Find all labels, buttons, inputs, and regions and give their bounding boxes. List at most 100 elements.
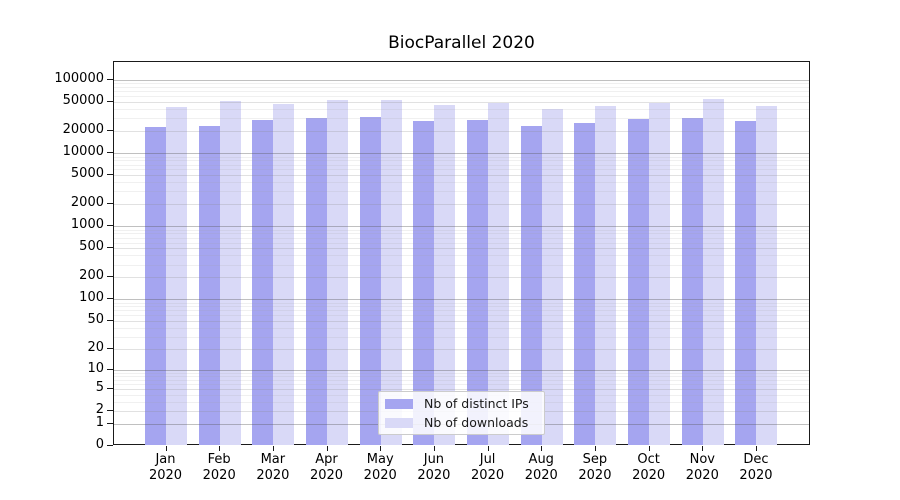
bar-downloads-nov: [702, 98, 724, 445]
x-label-month: Jun: [423, 452, 445, 467]
gridline-10000: [114, 153, 809, 155]
x-axis-label-aug: Aug 2020: [509, 452, 573, 484]
bar-distinct-ips-jan: [145, 126, 166, 445]
y-axis-tick-100000: [107, 79, 113, 80]
bar-downloads-may: [380, 100, 402, 445]
bar-downloads-jan: [166, 107, 187, 445]
gridline-60000: [114, 96, 809, 98]
bar-downloads-aug: [541, 109, 563, 445]
x-label-year: 2020: [632, 468, 666, 483]
x-label-year: 2020: [739, 468, 773, 483]
downloads-swatch-icon: [385, 417, 413, 428]
gridline-5000: [114, 175, 809, 177]
x-label-month: Feb: [207, 452, 231, 467]
x-axis-label-sep: Sep 2020: [563, 452, 627, 484]
bar-distinct-ips-nov: [681, 117, 703, 445]
gridline-5: [114, 389, 809, 391]
x-axis-tick-nov: [702, 446, 704, 451]
x-axis-tick-oct: [648, 446, 650, 451]
x-axis-tick-dec: [755, 446, 757, 451]
y-axis-tick-1: [107, 422, 113, 424]
y-axis-label-5: 5: [95, 380, 104, 396]
y-axis-label-10000: 10000: [62, 144, 104, 160]
x-axis-label-apr: Apr 2020: [295, 452, 359, 484]
x-label-month: Jan: [155, 452, 176, 467]
gridline-80000: [114, 87, 809, 89]
gridline-100000: [114, 80, 809, 81]
gridline-400: [114, 255, 809, 257]
legend: Nb of distinct IPs Nb of downloads: [378, 391, 545, 435]
x-axis-label-jun: Jun 2020: [402, 452, 466, 484]
x-axis-tick-jun: [433, 446, 435, 451]
y-axis-tick-10000: [107, 152, 113, 154]
y-axis-tick-10: [107, 368, 113, 370]
gridline-600: [114, 242, 809, 244]
bar-downloads-apr: [327, 100, 349, 445]
x-axis-tick-jul: [487, 446, 489, 451]
x-axis-label-jul: Jul 2020: [456, 452, 520, 484]
y-axis-tick-50000: [107, 101, 113, 103]
gridline-700: [114, 237, 809, 239]
x-label-year: 2020: [309, 468, 344, 483]
gridline-40000: [114, 109, 809, 111]
y-axis-tick-2000: [107, 203, 113, 205]
gridline-50: [114, 321, 809, 322]
y-axis-tick-1000: [107, 225, 113, 227]
gridline-100: [114, 299, 809, 301]
gridline-70000: [114, 91, 809, 93]
gridline-10: [114, 369, 809, 371]
x-label-month: Mar: [260, 452, 286, 467]
y-axis-label-100: 100: [79, 290, 104, 306]
plot-area: [113, 61, 810, 445]
legend-item-distinct-ips: Nb of distinct IPs: [385, 395, 536, 411]
gridline-800: [114, 233, 809, 235]
gridline-8: [114, 376, 809, 378]
x-axis-label-dec: Dec 2020: [724, 452, 788, 484]
gridline-9000: [114, 156, 809, 158]
bar-distinct-ips-jun: [413, 121, 435, 445]
chart-title: BiocParallel 2020: [388, 33, 535, 53]
bar-distinct-ips-sep: [574, 123, 596, 445]
x-label-year: 2020: [417, 468, 451, 483]
y-axis-label-2000: 2000: [70, 195, 104, 211]
bar-distinct-ips-mar: [252, 120, 274, 445]
y-axis-label-10: 10: [87, 360, 104, 376]
y-axis-label-5000: 5000: [70, 166, 104, 182]
bar-distinct-ips-oct: [628, 118, 650, 445]
y-axis-label-50: 50: [87, 312, 104, 327]
x-label-year: 2020: [685, 468, 719, 483]
gridline-40: [114, 327, 809, 329]
x-axis-tick-sep: [594, 446, 596, 451]
gridline-20: [114, 349, 809, 351]
legend-label-downloads: Nb of downloads: [424, 414, 529, 430]
bar-distinct-ips-apr: [306, 117, 328, 445]
y-axis-label-1000: 1000: [70, 217, 104, 233]
y-axis-tick-20: [107, 348, 113, 350]
gridline-90: [114, 302, 809, 304]
bar-distinct-ips-jul: [467, 120, 489, 445]
y-axis-tick-20000: [107, 130, 113, 132]
legend-label-distinct-ips: Nb of distinct IPs: [424, 395, 529, 411]
y-axis-tick-50: [107, 320, 113, 321]
x-axis-label-mar: Mar 2020: [241, 452, 305, 484]
gridline-7000: [114, 164, 809, 166]
gridline-70: [114, 310, 809, 312]
y-axis-tick-100: [107, 298, 113, 300]
x-label-year: 2020: [363, 468, 397, 483]
x-axis-label-jan: Jan 2020: [134, 452, 198, 484]
gridline-30000: [114, 118, 809, 120]
gridline-4000: [114, 182, 809, 184]
gridline-8000: [114, 160, 809, 162]
bar-distinct-ips-may: [359, 116, 381, 445]
bar-downloads-jul: [488, 102, 510, 445]
x-axis-label-feb: Feb 2020: [187, 452, 251, 484]
x-label-month: Oct: [637, 452, 660, 467]
y-axis-tick-500: [107, 247, 113, 249]
x-label-month: Apr: [315, 452, 338, 467]
y-axis-label-1: 1: [95, 414, 104, 430]
gridline-300: [114, 264, 809, 266]
gridline-3000: [114, 191, 809, 193]
x-axis-tick-jan: [165, 446, 167, 451]
x-axis-tick-feb: [219, 446, 221, 451]
